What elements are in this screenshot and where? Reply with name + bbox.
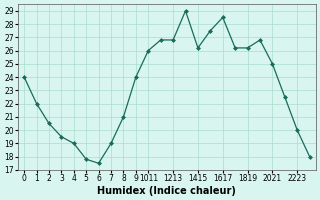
X-axis label: Humidex (Indice chaleur): Humidex (Indice chaleur)	[98, 186, 236, 196]
